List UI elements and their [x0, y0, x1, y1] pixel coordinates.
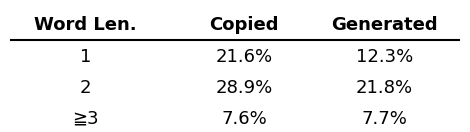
Text: Generated: Generated: [331, 16, 438, 34]
Text: 7.7%: 7.7%: [361, 110, 407, 128]
Text: ≧3: ≧3: [72, 110, 99, 128]
Text: Copied: Copied: [210, 16, 279, 34]
Text: 12.3%: 12.3%: [356, 48, 413, 66]
Text: 21.6%: 21.6%: [216, 48, 273, 66]
Text: 1: 1: [80, 48, 91, 66]
Text: 28.9%: 28.9%: [216, 79, 273, 97]
Text: Word Len.: Word Len.: [34, 16, 137, 34]
Text: 21.8%: 21.8%: [356, 79, 413, 97]
Text: 2: 2: [80, 79, 91, 97]
Text: 7.6%: 7.6%: [221, 110, 267, 128]
